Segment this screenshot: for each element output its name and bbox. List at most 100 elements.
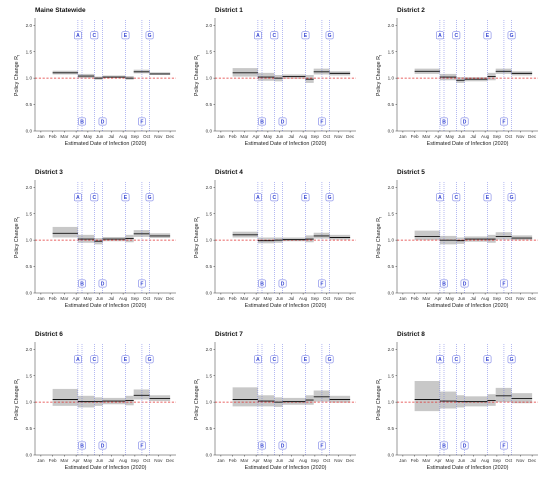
x-tick-label: Aug	[481, 134, 490, 139]
policy-label: A	[76, 33, 80, 39]
policy-label-box	[460, 117, 469, 126]
policy-label: G	[510, 357, 514, 363]
x-tick-label: Jun	[96, 458, 104, 463]
x-tick-label: May	[264, 134, 273, 139]
policy-label: G	[510, 195, 514, 201]
x-tick-label: Mar	[422, 296, 430, 301]
y-axis-label: Policy Change Rt	[376, 378, 383, 420]
y-axis-label-subscript: t	[379, 54, 383, 56]
policy-label-box	[121, 193, 130, 202]
y-axis-label: Policy Change Rt	[194, 216, 201, 258]
policy-label-box	[90, 193, 99, 202]
x-tick-label: May	[446, 134, 455, 139]
policy-label-box	[78, 441, 86, 450]
policy-label: D	[463, 119, 467, 125]
policy-label-box	[452, 355, 461, 364]
policy-label-box	[500, 441, 508, 450]
confidence-band	[495, 387, 512, 403]
policy-label: C	[455, 33, 459, 39]
y-tick-label: 1.5	[388, 373, 395, 378]
policy-label: C	[273, 357, 277, 363]
policy-label-box	[440, 117, 448, 126]
policy-label-box	[301, 355, 310, 364]
y-tick-label: 2.0	[206, 185, 213, 190]
y-tick-label: 0.0	[388, 453, 395, 458]
x-tick-label: Apr	[253, 134, 261, 139]
policy-label: B	[442, 443, 446, 449]
confidence-band	[414, 230, 440, 241]
chart-panel: District 3 A B C D E F G 0.0 0.5 1.0 1.5 2.0 Jan Feb Ma…	[8, 162, 188, 320]
x-tick-label: Aug	[481, 296, 490, 301]
y-tick-label: 1.0	[388, 238, 395, 243]
policy-label: E	[486, 195, 490, 201]
policy-label: D	[101, 443, 105, 449]
x-tick-label: Sep	[493, 134, 502, 139]
policy-label: F	[502, 281, 505, 287]
x-tick-label: Jan	[37, 458, 45, 463]
y-tick-label: 1.0	[26, 238, 33, 243]
policy-label-box	[74, 355, 82, 364]
x-tick-label: Dec	[346, 296, 355, 301]
x-tick-label: Jun	[458, 458, 466, 463]
x-tick-label: Mar	[240, 134, 248, 139]
policy-label: G	[328, 33, 332, 39]
policy-label-box	[254, 31, 262, 40]
chart-title: District 6	[35, 331, 63, 338]
confidence-band	[232, 68, 258, 77]
y-axis-label-subscript: t	[197, 216, 201, 218]
y-axis-label: Policy Change Rt	[14, 378, 21, 420]
policy-label: G	[328, 195, 332, 201]
y-tick-label: 0.0	[206, 453, 213, 458]
y-axis-label-main: Policy Change R	[376, 56, 382, 96]
x-tick-label: Dec	[166, 134, 175, 139]
policy-label: E	[304, 357, 308, 363]
x-axis-label: Estimated Date of Infection (2020)	[245, 465, 327, 471]
policy-label: D	[281, 443, 285, 449]
x-tick-label: Jan	[399, 134, 407, 139]
policy-label-box	[278, 441, 287, 450]
chart-title: District 3	[35, 169, 63, 176]
x-tick-label: Aug	[481, 458, 490, 463]
x-tick-label: Feb	[411, 134, 419, 139]
x-tick-label: Jan	[37, 134, 45, 139]
x-axis-label: Estimated Date of Infection (2020)	[65, 141, 147, 147]
x-tick-label: Aug	[299, 134, 308, 139]
policy-label-box	[452, 31, 461, 40]
chart-title: District 8	[397, 331, 425, 338]
policy-label: D	[281, 119, 285, 125]
y-tick-label: 2.0	[26, 185, 33, 190]
y-tick-label: 1.0	[26, 400, 33, 405]
policy-label: C	[273, 195, 277, 201]
y-axis-label-subscript: t	[197, 54, 201, 56]
policy-label: B	[260, 119, 264, 125]
y-tick-label: 2.0	[206, 347, 213, 352]
chart-panel: District 7 A B C D E F G 0.0 0.5 1.0 1.5 2.0 Jan Feb Ma…	[188, 324, 368, 482]
y-axis-label-main: Policy Change R	[376, 218, 382, 258]
policy-label: G	[510, 33, 514, 39]
confidence-band	[495, 232, 512, 240]
policy-label-box	[483, 355, 492, 364]
x-tick-label: Jan	[217, 296, 225, 301]
policy-label-box	[483, 31, 492, 40]
x-axis-label: Estimated Date of Infection (2020)	[427, 303, 509, 309]
policy-label-box	[507, 31, 516, 40]
x-tick-label: Dec	[166, 458, 175, 463]
y-tick-label: 1.0	[26, 76, 33, 81]
policy-label: A	[256, 195, 260, 201]
policy-label: A	[256, 33, 260, 39]
confidence-band	[52, 226, 78, 238]
x-tick-label: Jan	[217, 458, 225, 463]
y-tick-label: 0.0	[388, 129, 395, 134]
y-axis-label: Policy Change Rt	[194, 54, 201, 96]
policy-label: D	[101, 281, 105, 287]
policy-label: B	[260, 443, 264, 449]
x-tick-label: Nov	[154, 296, 163, 301]
x-tick-label: Nov	[154, 458, 163, 463]
policy-label: C	[273, 33, 277, 39]
policy-label: F	[320, 281, 323, 287]
policy-label: G	[148, 357, 152, 363]
chart-panel: District 5 A B C D E F G 0.0 0.5 1.0 1.5 2.0 Jan Feb Ma…	[370, 162, 550, 320]
policy-label-box	[98, 279, 107, 288]
